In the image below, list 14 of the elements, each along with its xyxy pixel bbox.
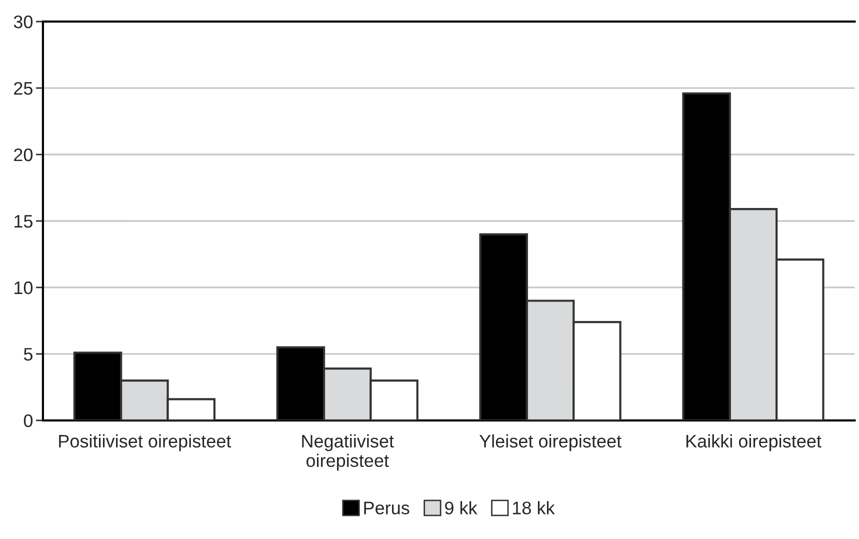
y-tick-label: 20 — [14, 148, 33, 162]
x-tick-label: Positiiviset oirepisteet — [59, 434, 232, 452]
legend-label: 9 kk — [445, 501, 478, 514]
x-tick-label: Yleiset oirepisteet — [479, 434, 622, 452]
y-tick-label: 10 — [14, 281, 33, 294]
y-tick-label: 30 — [14, 15, 33, 28]
y-tick-label: 25 — [14, 82, 32, 95]
legend-label: 18 kk — [513, 501, 555, 514]
legend-label: Perus — [364, 502, 410, 514]
y-tick-label: 0 — [24, 414, 33, 428]
x-tick-label: Negatiiviset oirepisteet — [302, 434, 394, 471]
y-tick-label: 15 — [14, 215, 32, 228]
x-tick-label: Kaikki oirepisteet — [686, 434, 822, 452]
y-tick-label: 5 — [24, 348, 32, 361]
